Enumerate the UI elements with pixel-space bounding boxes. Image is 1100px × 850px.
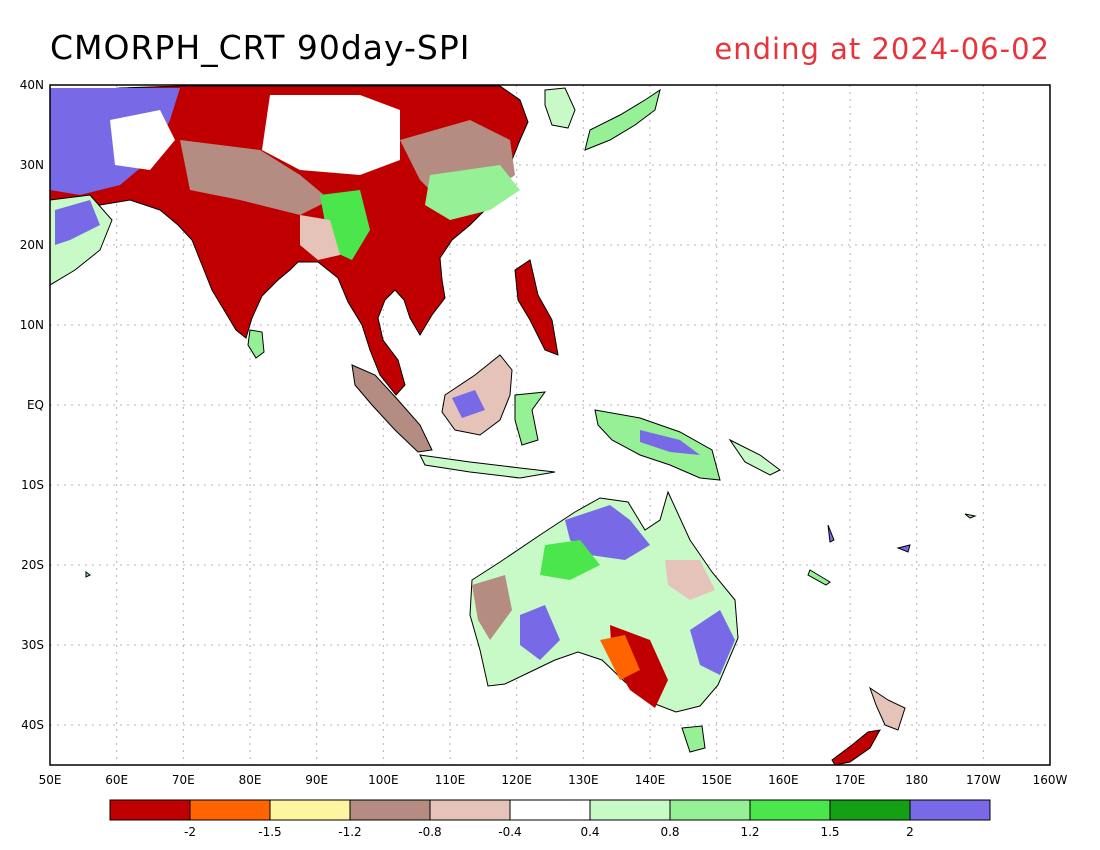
japan bbox=[584, 88, 661, 151]
colorbar-swatch bbox=[509, 799, 591, 821]
australia-west-brown bbox=[472, 575, 512, 640]
lon-axis-labels: 50E 60E 70E 80E 90E 100E 110E 120E 130E 140E 150E 1… bbox=[39, 773, 1068, 787]
australia-north-purple bbox=[565, 505, 650, 560]
lat-axis-labels: 40N 30N 20N 10N EQ 10S 20S 30S 40S bbox=[20, 78, 44, 732]
java bbox=[419, 454, 556, 479]
lat-tick-label: 10S bbox=[21, 478, 44, 492]
lat-tick-label: 40S bbox=[21, 718, 44, 732]
australia-south-orange bbox=[600, 635, 640, 680]
samoa bbox=[964, 513, 977, 519]
lon-tick-label: 180 bbox=[905, 773, 928, 787]
nz-north bbox=[869, 686, 906, 731]
lon-tick-label: 60E bbox=[105, 773, 128, 787]
australia-southeast-purple bbox=[690, 610, 735, 675]
lon-tick-label: 130E bbox=[568, 773, 599, 787]
colorbar-swatch bbox=[669, 799, 751, 821]
colorbar-swatch bbox=[189, 799, 271, 821]
colorbar-label: 2 bbox=[906, 825, 914, 839]
land-asia bbox=[50, 85, 529, 396]
tibet-white bbox=[262, 95, 400, 175]
lon-tick-label: 170E bbox=[835, 773, 866, 787]
lon-tick-label: 70E bbox=[172, 773, 195, 787]
nz-south bbox=[831, 729, 881, 765]
borneo-purple bbox=[452, 390, 485, 418]
lat-tick-label: EQ bbox=[27, 398, 44, 412]
colorbar-swatch bbox=[109, 799, 191, 821]
lat-tick-label: 40N bbox=[20, 78, 44, 92]
iran-white bbox=[110, 110, 175, 170]
new-guinea-purple bbox=[640, 430, 700, 455]
arabia-purple bbox=[55, 200, 100, 245]
lon-tick-label: 140E bbox=[635, 773, 666, 787]
lat-tick-label: 20S bbox=[21, 558, 44, 572]
lat-tick-label: 20N bbox=[20, 238, 44, 252]
himalaya-brown bbox=[180, 140, 330, 215]
lon-tick-label: 50E bbox=[39, 773, 62, 787]
map-title: CMORPH_CRT 90day-SPI bbox=[50, 28, 471, 67]
bangladesh-brown bbox=[300, 215, 340, 260]
colorbar-swatch bbox=[349, 799, 431, 821]
australia-east-brown bbox=[665, 560, 715, 600]
colorbar-swatch bbox=[589, 799, 671, 821]
lon-tick-label: 110E bbox=[435, 773, 466, 787]
lon-tick-label: 90E bbox=[305, 773, 328, 787]
colorbar-swatch bbox=[829, 799, 911, 821]
colorbar-label: -0.8 bbox=[418, 825, 441, 839]
colorbar-label: -1.2 bbox=[338, 825, 361, 839]
colorbar: -2 -1.5 -1.2 -0.8 -0.4 0.4 0.8 1.2 1.5 2 bbox=[109, 799, 991, 839]
korea bbox=[544, 87, 576, 129]
sumatra bbox=[351, 364, 433, 453]
colorbar-label: -0.4 bbox=[498, 825, 521, 839]
colorbar-swatch bbox=[909, 799, 991, 821]
colorbar-label: 1.5 bbox=[820, 825, 839, 839]
lon-tick-label: 160W bbox=[1033, 773, 1068, 787]
vanuatu bbox=[827, 524, 835, 543]
new-caledonia bbox=[807, 569, 831, 586]
plot-area bbox=[50, 85, 1050, 765]
lat-tick-label: 10N bbox=[20, 318, 44, 332]
colorbar-label: 1.2 bbox=[740, 825, 759, 839]
land-japan bbox=[544, 87, 661, 151]
lon-tick-label: 170W bbox=[966, 773, 1001, 787]
colorbar-swatch bbox=[749, 799, 831, 821]
lat-tick-label: 30S bbox=[21, 638, 44, 652]
lon-tick-label: 80E bbox=[239, 773, 262, 787]
solomon bbox=[728, 438, 781, 476]
land-maritime-sea bbox=[351, 259, 781, 481]
lon-tick-label: 100E bbox=[368, 773, 399, 787]
sulawesi bbox=[514, 391, 547, 446]
colorbar-label: 0.4 bbox=[580, 825, 599, 839]
land-new-zealand bbox=[831, 686, 906, 765]
colorbar-label: -2 bbox=[184, 825, 196, 839]
lat-tick-label: 30N bbox=[20, 158, 44, 172]
sri-lanka bbox=[247, 329, 265, 359]
south-china-green bbox=[425, 165, 520, 220]
colorbar-label: -1.5 bbox=[258, 825, 281, 839]
asia-mainland bbox=[50, 85, 529, 396]
plot-frame bbox=[49, 84, 1051, 766]
mauritius bbox=[85, 571, 91, 578]
colorbar-label: 0.8 bbox=[660, 825, 679, 839]
colorbar-swatch bbox=[269, 799, 351, 821]
map-subtitle: ending at 2024-06-02 bbox=[714, 32, 1050, 66]
land-australia bbox=[469, 490, 739, 753]
australia-southwest-purple bbox=[520, 605, 560, 660]
australia-north-green bbox=[540, 540, 600, 580]
philippines bbox=[514, 259, 559, 356]
lon-tick-label: 160E bbox=[768, 773, 799, 787]
fiji bbox=[896, 544, 911, 553]
land-islands bbox=[85, 513, 977, 586]
lon-tick-label: 150E bbox=[701, 773, 732, 787]
colorbar-swatch bbox=[429, 799, 511, 821]
lon-tick-label: 120E bbox=[501, 773, 532, 787]
tasmania bbox=[681, 725, 706, 753]
